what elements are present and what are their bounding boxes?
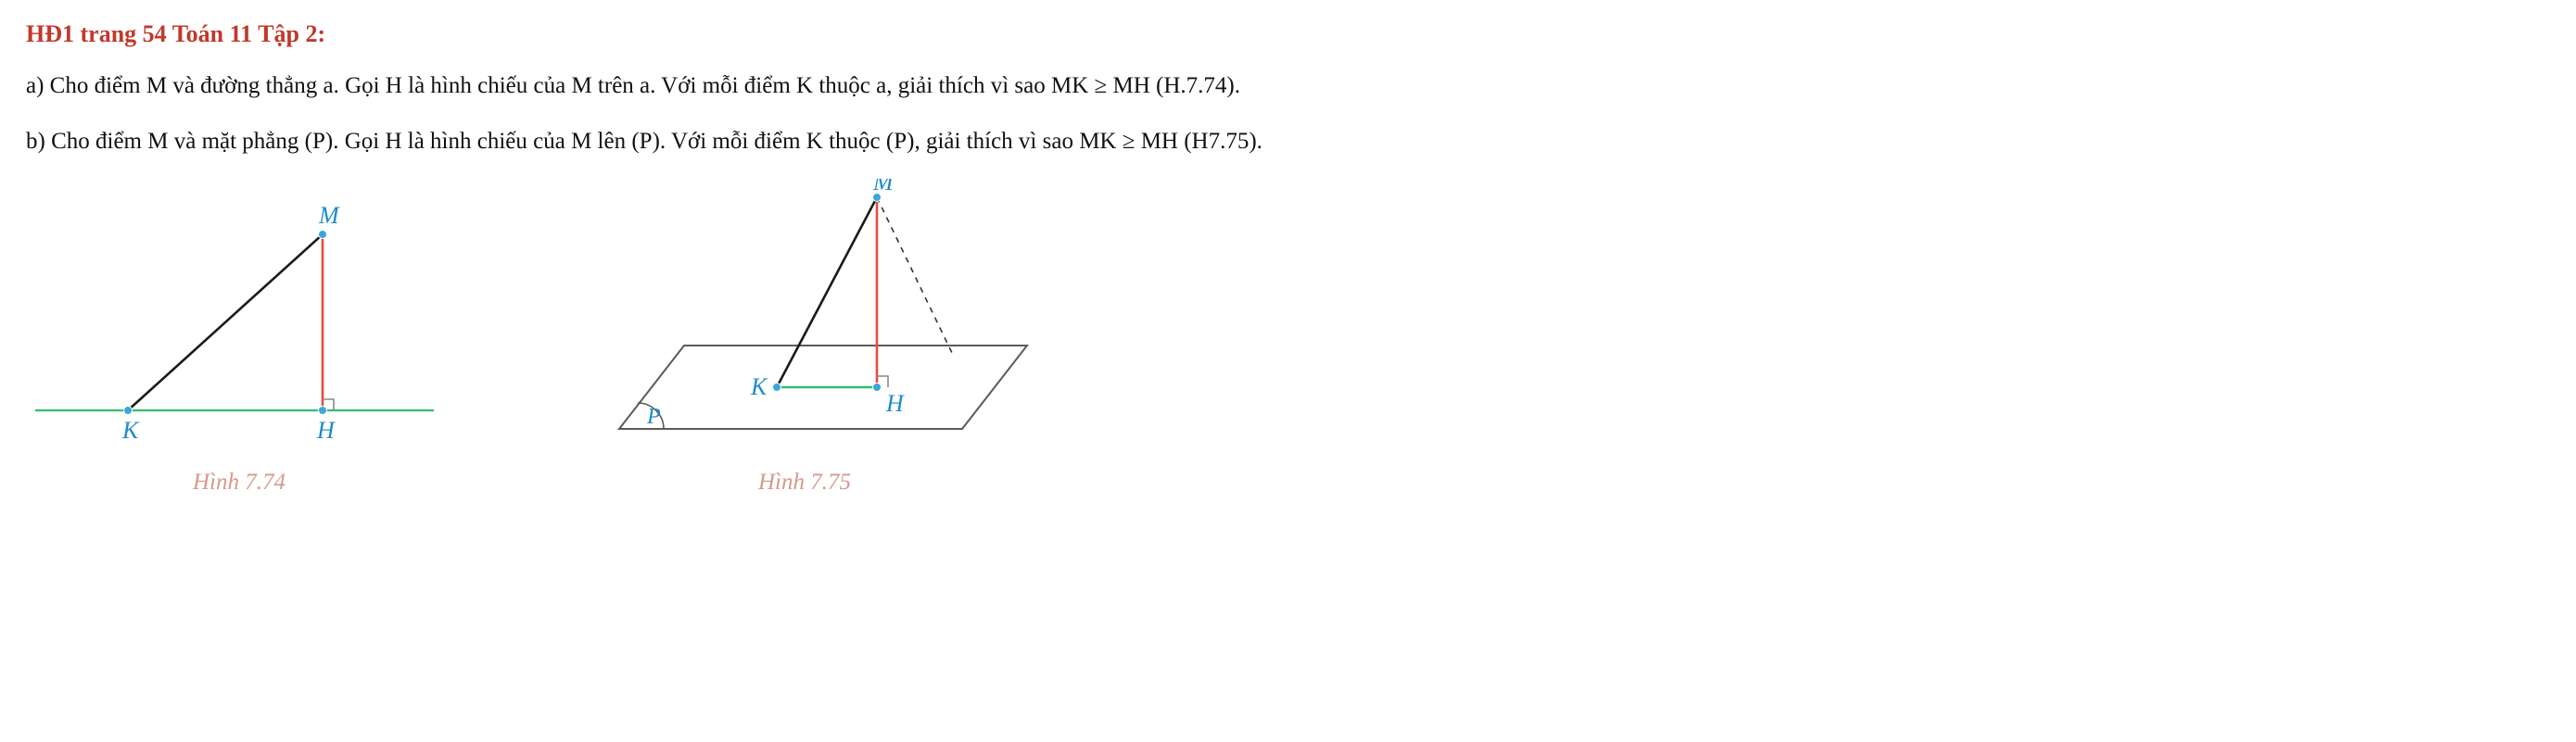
figures-row: M K H Hình 7.74 P M K H Hình 7.75 bbox=[26, 179, 2550, 496]
svg-text:P: P bbox=[646, 405, 661, 429]
figure-7-74: M K H Hình 7.74 bbox=[26, 197, 452, 496]
caption-7-74: Hình 7.74 bbox=[193, 470, 286, 496]
figure-7-75-svg: P M K H bbox=[564, 179, 1046, 457]
exercise-heading: HĐ1 trang 54 Toán 11 Tập 2: bbox=[26, 20, 2550, 48]
svg-text:K: K bbox=[121, 417, 140, 444]
svg-text:M: M bbox=[318, 202, 340, 229]
svg-text:K: K bbox=[750, 373, 768, 400]
paragraph-a: a) Cho điểm M và đường thẳng a. Gọi H là… bbox=[26, 69, 2550, 104]
figure-7-74-svg: M K H bbox=[26, 197, 452, 457]
svg-text:H: H bbox=[885, 390, 905, 417]
caption-7-75: Hình 7.75 bbox=[758, 470, 851, 496]
svg-text:M: M bbox=[872, 179, 895, 195]
paragraph-b: b) Cho điểm M và mặt phẳng (P). Gọi H là… bbox=[26, 124, 2550, 159]
figure-7-75: P M K H Hình 7.75 bbox=[564, 179, 1046, 496]
svg-text:H: H bbox=[316, 417, 336, 444]
